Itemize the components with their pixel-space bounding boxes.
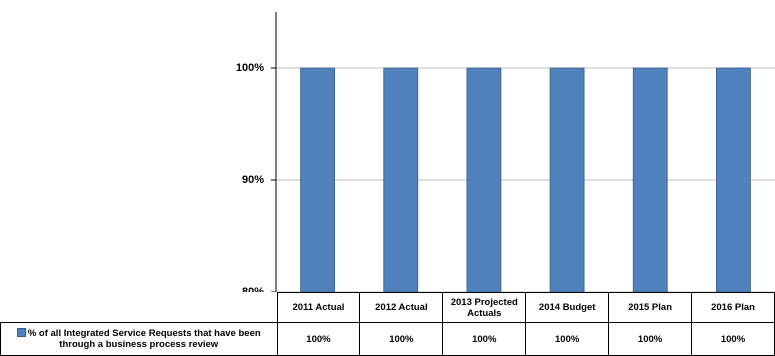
- y-tick-label: 90%: [242, 174, 264, 186]
- blank-cell: [0, 292, 278, 323]
- bar: [300, 67, 335, 292]
- category-label: 2015 Plan: [608, 292, 693, 323]
- category-label: 2011 Actual: [276, 292, 361, 323]
- y-tick-label: 100%: [236, 62, 264, 74]
- bar: [466, 67, 502, 292]
- chart: 80% 90% 100%: [236, 12, 775, 292]
- legend-cell: % of all Integrated Service Requests tha…: [0, 322, 278, 356]
- legend-label: % of all Integrated Service Requests tha…: [27, 328, 261, 350]
- value-label: 100%: [525, 322, 610, 356]
- value-label: 100%: [691, 322, 775, 356]
- y-tick-label: 80%: [242, 286, 264, 292]
- value-label: 100%: [276, 322, 361, 356]
- bar: [716, 67, 751, 292]
- legend-key: [16, 328, 26, 337]
- value-label: 100%: [442, 322, 527, 356]
- bar: [549, 67, 585, 292]
- bar: [383, 67, 419, 292]
- category-label: 2014 Budget: [525, 292, 610, 323]
- category-label: 2012 Actual: [359, 292, 444, 323]
- category-label: 2013 Projected Actuals: [442, 292, 527, 323]
- data-table: 2011 Actual 2012 Actual 2013 Projected Act…: [0, 292, 775, 356]
- category-label: 2016 Plan: [691, 292, 775, 323]
- bar: [632, 67, 668, 292]
- value-label: 100%: [359, 322, 444, 356]
- value-label: 100%: [608, 322, 693, 356]
